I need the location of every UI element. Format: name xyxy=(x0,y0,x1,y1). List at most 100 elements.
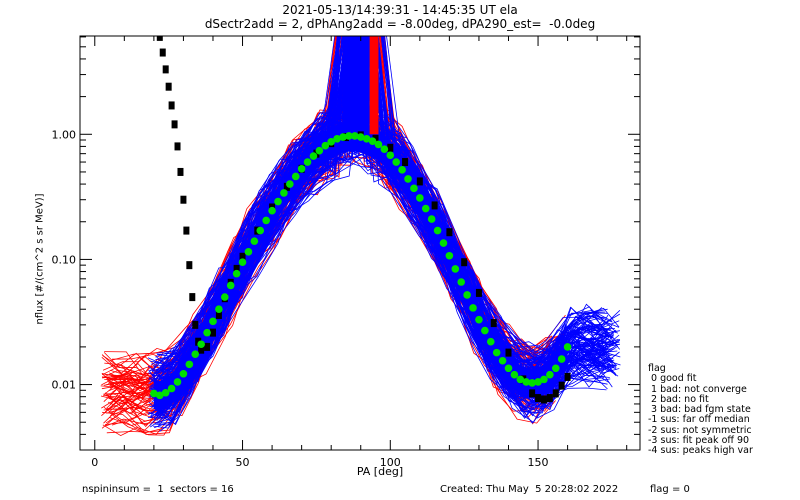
blue-trace xyxy=(159,36,607,432)
x-tick-label: 150 xyxy=(528,456,549,469)
green-fit-point xyxy=(528,379,536,387)
black-model-point xyxy=(490,319,497,328)
green-fit-point xyxy=(516,375,525,384)
black-model-point xyxy=(475,288,482,297)
black-model-point xyxy=(431,201,438,210)
green-fit-point xyxy=(510,370,519,379)
x-tick-label: 100 xyxy=(380,456,401,469)
green-fit-point xyxy=(404,175,412,183)
legend-item: -4 sus: peaks high var xyxy=(648,445,753,457)
green-fit-point xyxy=(439,239,448,247)
green-fit-point xyxy=(232,269,241,278)
black-model-point xyxy=(204,342,211,351)
green-fit-point xyxy=(167,384,176,393)
black-model-point xyxy=(552,389,559,398)
blue-trace xyxy=(155,36,605,364)
black-model-point xyxy=(171,120,178,129)
black-model-point xyxy=(156,36,163,41)
green-fit-point xyxy=(197,340,205,349)
black-model-point xyxy=(283,182,290,191)
chart-title-line-1: 2021-05-13/14:39:31 - 14:45:35 UT ela xyxy=(282,3,518,17)
green-fit-point xyxy=(268,206,276,215)
black-model-point xyxy=(159,48,166,57)
footer-settings: nspininsum = 1 sectors = 16 xyxy=(82,484,234,495)
legend-item: 0 good fit xyxy=(648,373,697,385)
green-fit-point xyxy=(179,369,188,378)
green-fit-point xyxy=(356,133,365,141)
y-axis-label: nflux [#/(cm^2 s sr MeV)] xyxy=(34,193,46,325)
green-fit-point xyxy=(427,215,436,223)
legend: flag 0 good fit 1 bad: not converge 2 ba… xyxy=(648,363,753,457)
black-model-point xyxy=(535,394,542,403)
green-fit-point xyxy=(250,237,259,245)
green-fit-point xyxy=(280,189,288,197)
green-fit-point xyxy=(445,251,454,260)
black-model-point xyxy=(529,389,536,398)
green-fit-point xyxy=(256,226,265,235)
green-fit-point xyxy=(209,317,217,326)
green-fit-point xyxy=(451,265,460,273)
legend-item: -3 sus: fit peak off 90 xyxy=(648,435,750,447)
green-fit-point xyxy=(155,391,164,400)
green-fit-point xyxy=(410,184,418,193)
footer-flag: flag = 0 xyxy=(650,484,690,495)
footer-created: Created: Thu May 5 20:28:02 2022 xyxy=(440,484,619,495)
black-model-point xyxy=(168,101,175,110)
legend-item: -1 sus: far off median xyxy=(648,414,750,426)
black-model-point xyxy=(564,372,571,381)
legend-item: -2 sus: not symmetric xyxy=(648,424,752,436)
green-fit-point xyxy=(297,164,306,173)
green-fit-point xyxy=(498,356,507,365)
black-model-point xyxy=(177,167,184,176)
green-fit-point xyxy=(226,281,235,290)
green-fit-point xyxy=(191,350,200,358)
green-fit-point xyxy=(221,293,229,301)
green-fit-point xyxy=(215,305,223,314)
x-axis-label: PA [deg] xyxy=(356,465,404,478)
green-fit-point xyxy=(492,348,501,357)
green-fit-point xyxy=(504,364,513,373)
blue-spike xyxy=(343,36,370,135)
black-model-point xyxy=(372,134,379,143)
black-model-point xyxy=(174,142,181,151)
black-model-point xyxy=(239,252,246,261)
trace-layer xyxy=(100,36,621,437)
green-fit-point xyxy=(345,132,353,140)
green-fit-point xyxy=(486,337,495,346)
black-model-point xyxy=(165,82,172,91)
blue-trace xyxy=(156,36,603,372)
black-model-point xyxy=(546,394,553,403)
green-fit-point xyxy=(291,172,300,181)
black-model-point xyxy=(416,177,423,186)
green-fit-point xyxy=(262,216,270,225)
black-model-point xyxy=(215,310,222,319)
green-fit-point xyxy=(551,364,560,373)
y-tick-label: 0.10 xyxy=(52,253,77,266)
green-fit-point xyxy=(203,328,211,337)
green-fit-point xyxy=(150,389,158,398)
blue-trace xyxy=(155,36,612,425)
green-fit-point xyxy=(380,145,389,153)
black-model-point xyxy=(461,258,468,267)
green-fit-point xyxy=(416,194,424,202)
green-fit-point xyxy=(457,278,466,286)
black-model-point xyxy=(209,328,216,337)
legend-item: 1 bad: not converge xyxy=(648,383,747,395)
x-tick-label: 0 xyxy=(91,456,98,469)
green-fit-point xyxy=(286,180,294,188)
green-fit-point xyxy=(327,138,335,146)
green-fit-point xyxy=(161,388,170,397)
black-model-point xyxy=(540,395,547,404)
black-model-point xyxy=(186,261,193,270)
blue-trace xyxy=(151,36,610,372)
black-model-point xyxy=(233,264,240,273)
black-model-point xyxy=(402,158,409,167)
legend-item: 2 bad: no fit xyxy=(648,393,709,405)
green-fit-point xyxy=(244,248,253,256)
green-fit-point xyxy=(303,158,312,166)
green-fit-point xyxy=(315,146,324,155)
green-fit-point xyxy=(339,133,347,141)
green-fit-point xyxy=(398,166,406,174)
black-model-point xyxy=(505,348,512,357)
